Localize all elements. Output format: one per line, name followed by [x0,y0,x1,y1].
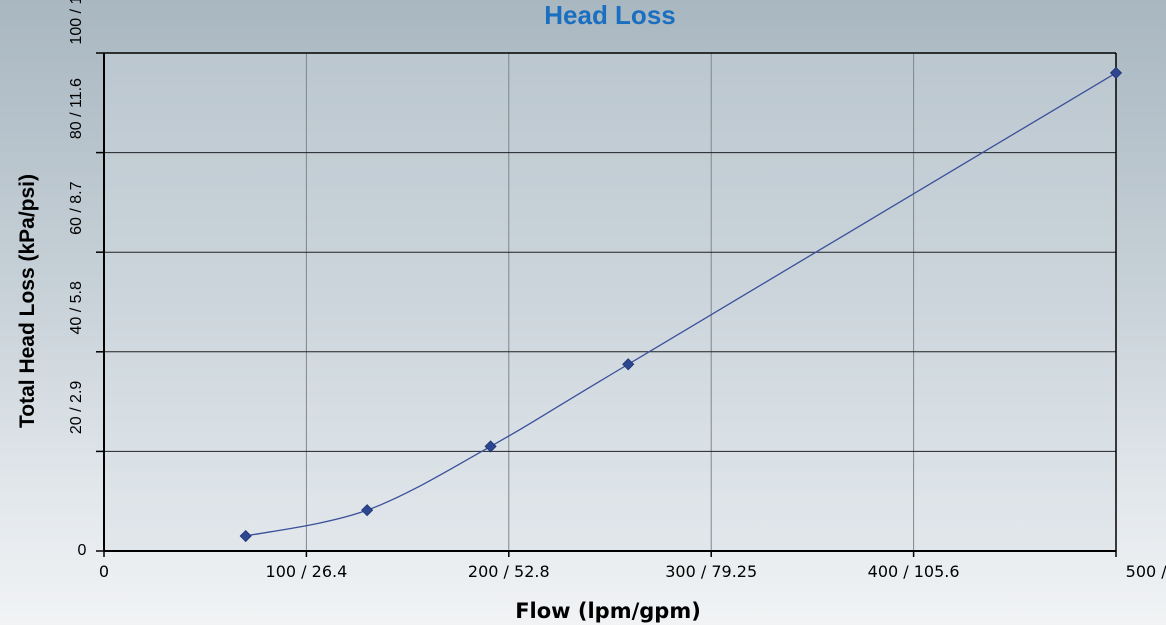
y-tick-label: 60 / 8.7 [68,181,85,234]
data-point-marker [361,504,374,517]
series-line [245,72,1117,537]
y-axis-label: Total Head Loss (kPa/psi) [16,174,39,428]
axes [96,52,1117,557]
data-point-marker [1109,66,1123,79]
x-tick-label: 200 / 52.8 [468,562,550,581]
grid-lines [104,53,1116,551]
x-tick-label: 100 / 26.4 [266,562,348,581]
x-tick-label: 500 / 132 [1126,562,1166,581]
tick-labels: 0 100 / 26.4 200 / 52.8 300 / 79.25 400 / 10… [68,0,1166,581]
series [239,66,1123,543]
y-tick-label: 20 / 2.9 [68,381,85,434]
y-tick-label: 40 / 5.8 [68,281,85,334]
plot-area-background [104,53,1116,551]
x-tick-label: 0 [99,562,109,581]
x-tick-label: 300 / 79.25 [665,562,757,581]
x-tick-label: 400 / 105.6 [868,562,960,581]
data-point-marker [622,358,635,371]
chart-title: Head Loss [544,0,676,30]
x-axis-label: Flow (lpm/gpm) [515,599,701,623]
y-tick-label: 100 / 14.5 [68,0,85,45]
y-tick-label: 80 / 11.6 [68,78,85,139]
y-tick-label: 0 [78,542,87,559]
data-point-marker [484,440,497,453]
data-point-marker [239,529,252,543]
